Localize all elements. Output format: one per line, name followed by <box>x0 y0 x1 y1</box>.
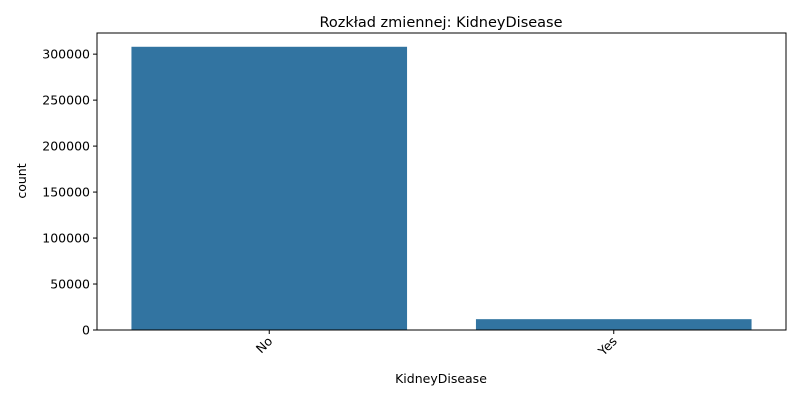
y-tick-label: 300000 <box>42 47 90 62</box>
y-axis-label: count <box>14 163 29 198</box>
y-tick-label: 0 <box>82 323 90 338</box>
bar-yes <box>475 319 752 330</box>
x-tick-label-no: No <box>253 334 276 357</box>
y-tick-label: 200000 <box>42 139 90 154</box>
x-ticks-group: No Yes <box>253 330 620 359</box>
bars-group <box>131 46 752 330</box>
bar-no <box>131 46 408 330</box>
y-ticks-group: 0 50000 100000 150000 200000 250000 300000 <box>42 47 97 338</box>
y-tick-label: 50000 <box>50 277 90 292</box>
y-tick-label: 150000 <box>42 185 90 200</box>
y-tick-label: 250000 <box>42 93 90 108</box>
chart-title: Rozkład zmiennej: KidneyDisease <box>319 15 562 31</box>
x-tick-label-yes: Yes <box>594 334 620 360</box>
plot-frame <box>96 32 787 331</box>
x-axis-label: KidneyDisease <box>395 371 487 386</box>
y-tick-label: 100000 <box>42 231 90 246</box>
